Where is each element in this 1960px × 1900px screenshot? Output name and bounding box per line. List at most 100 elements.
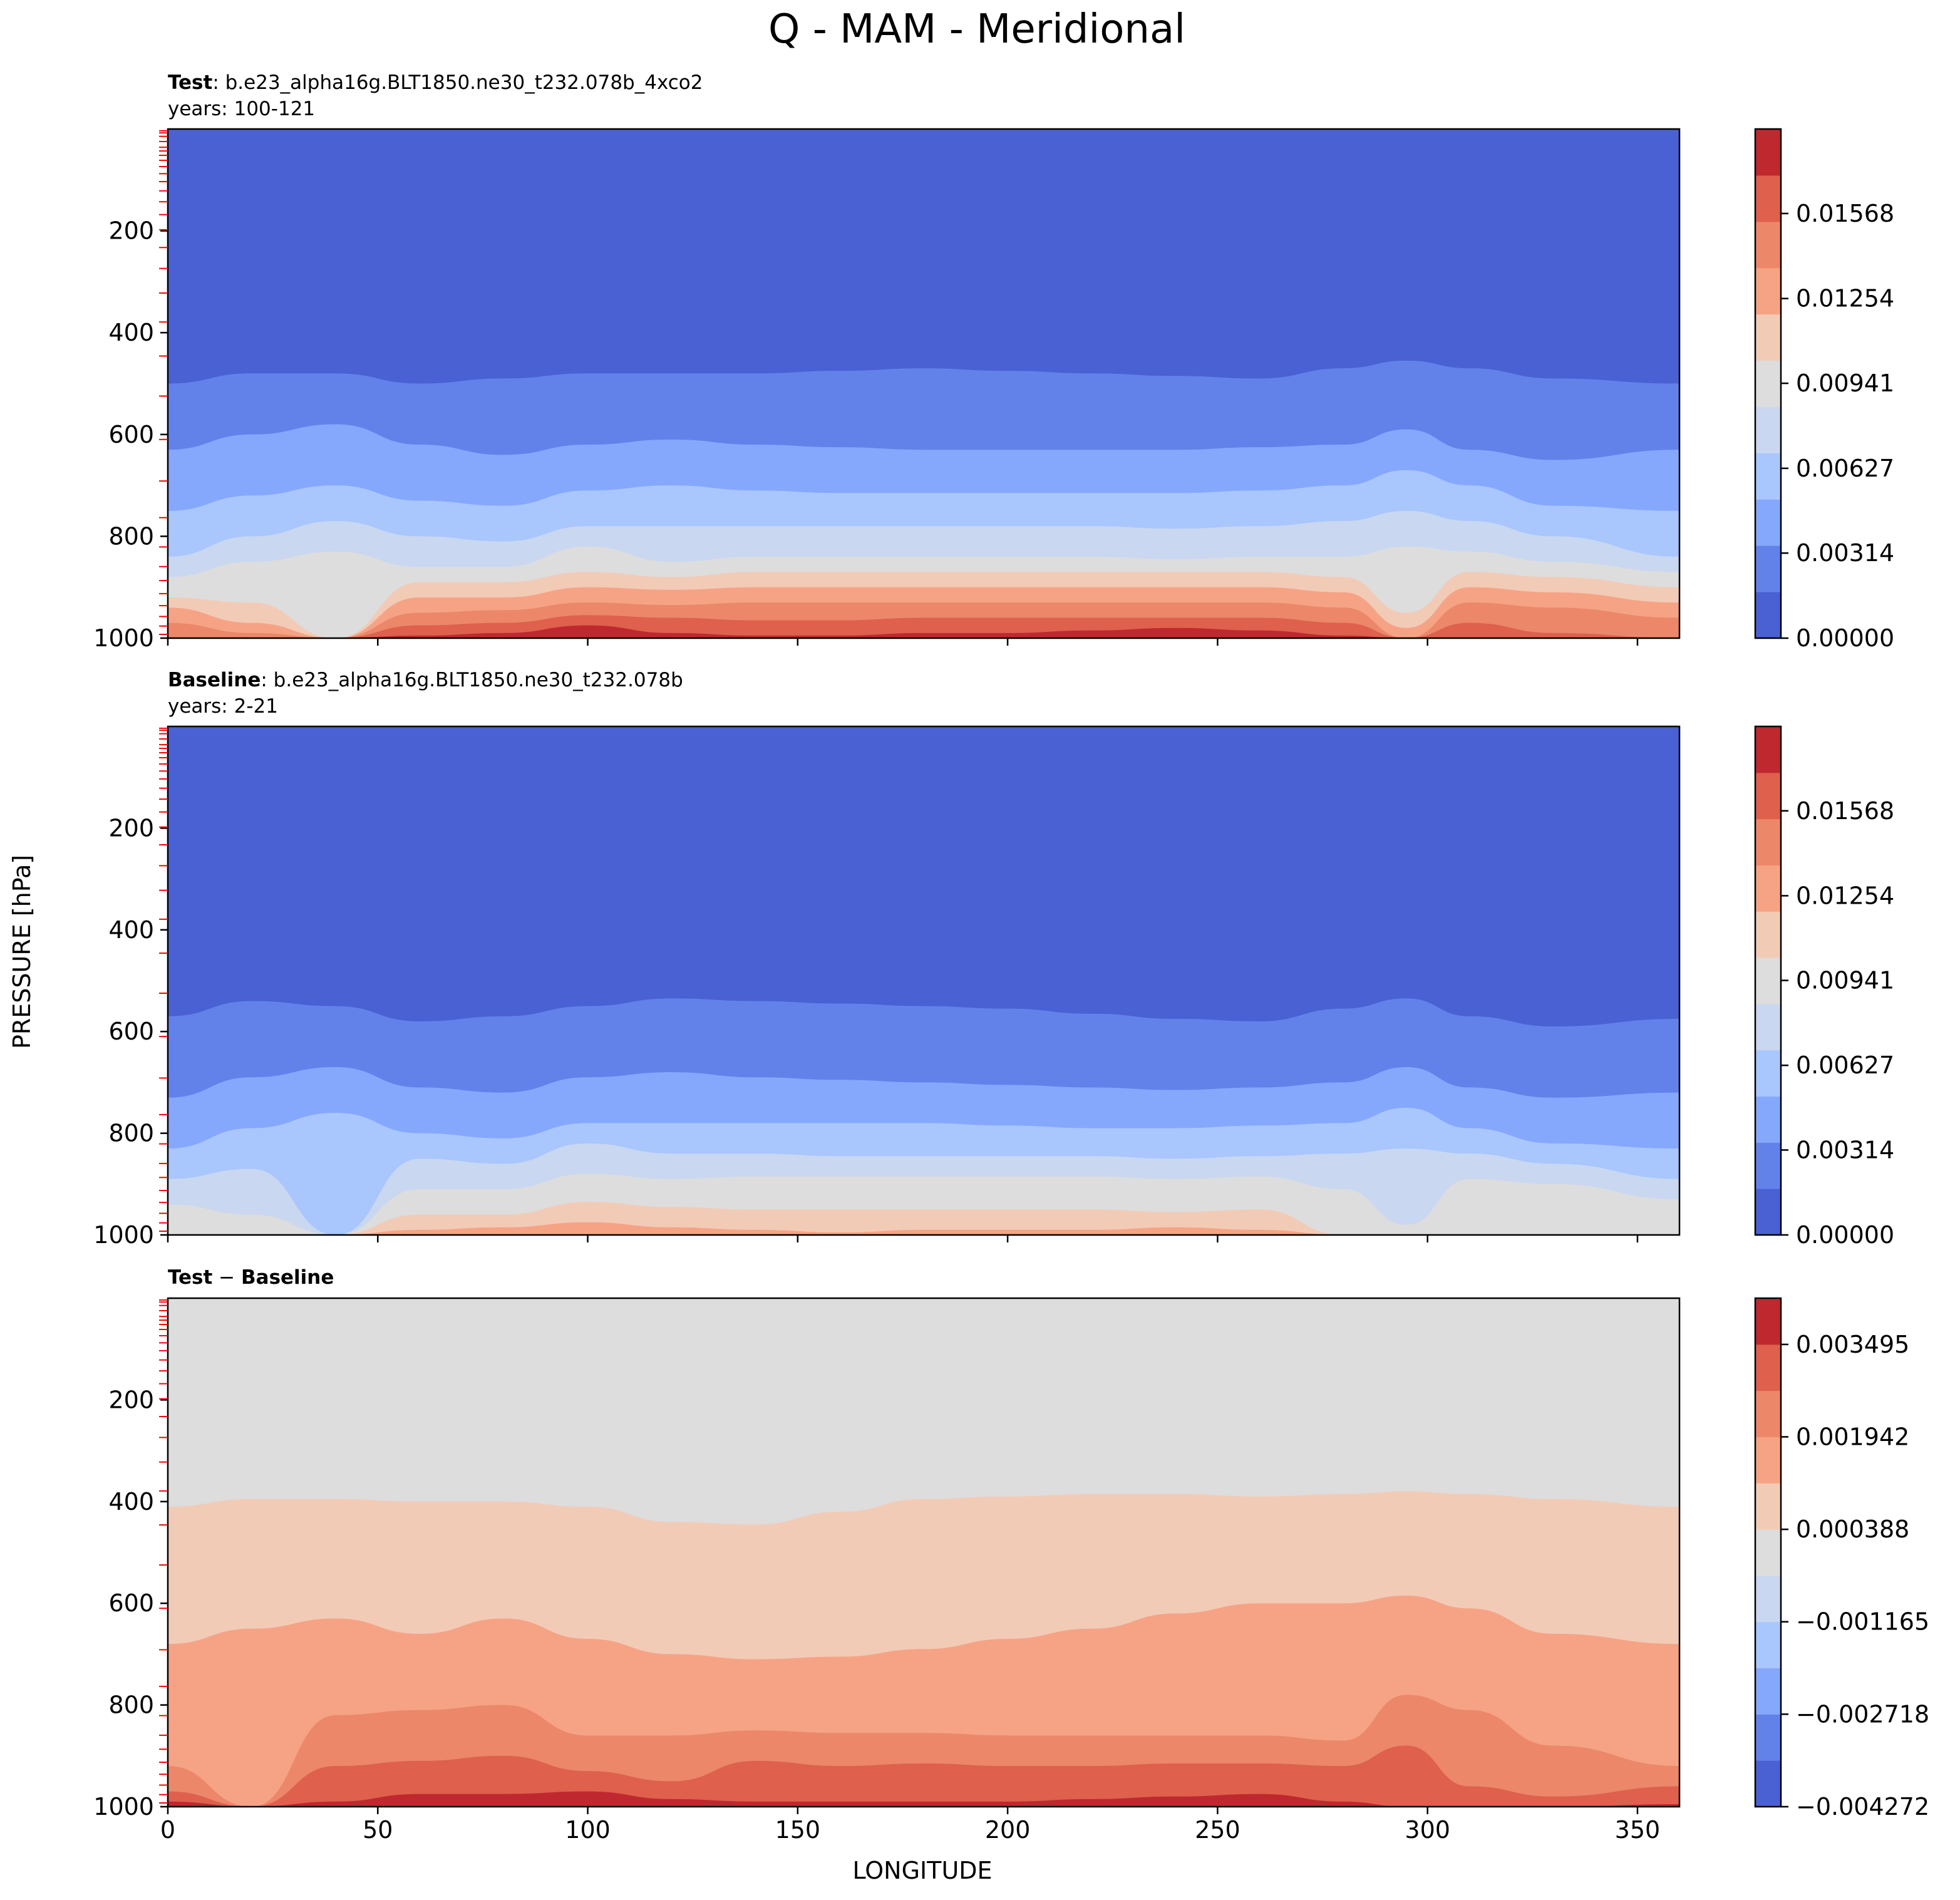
panel-test-colorbar: 0.00000 0.00314 0.00627 0.00941 0.01254 0.015…: [1754, 128, 1894, 652]
y-tick-label: 800: [108, 1691, 154, 1719]
colorbar-tick-label: 0.00000: [1796, 1221, 1894, 1249]
colorbar-segment: [1755, 958, 1781, 1004]
colorbar-segment: [1755, 360, 1781, 407]
y-axis-label: PRESSURE [hPa]: [8, 855, 36, 1049]
colorbar-segment: [1755, 1298, 1781, 1345]
plot-frame: [167, 725, 1681, 1236]
contour-fills: [168, 726, 1679, 1235]
colorbar-frame: [1754, 1297, 1782, 1808]
panel-baseline-years: years: 2-21: [168, 695, 278, 718]
panel-baseline-plot: 200 400 600 800 1000: [93, 725, 1681, 1249]
colorbar-tick-label: 0.00000: [1796, 624, 1894, 652]
colorbar-segment: [1755, 911, 1781, 958]
x-tick-label: 100: [565, 1816, 611, 1844]
colorbar-tick-label: 0.00941: [1796, 967, 1894, 994]
colorbar-segment: [1755, 545, 1781, 592]
colorbar-segment: [1755, 314, 1781, 361]
panel-baseline-title-bold: Baseline: [168, 669, 260, 691]
panel-test: Test: b.e23_alpha16g.BLT1850.ne30_t232.0…: [93, 71, 1894, 652]
colorbar-segment: [1755, 865, 1781, 912]
colorbar-tick-label: −0.002718: [1796, 1700, 1929, 1728]
y-tick-label: 200: [108, 217, 154, 245]
panel-baseline-colorbar: 0.00000 0.00314 0.00627 0.00941 0.01254 0.015…: [1754, 725, 1894, 1249]
colorbar-segment: [1755, 1050, 1781, 1097]
x-tick-label: 300: [1405, 1816, 1450, 1844]
colorbar-segment: [1755, 1390, 1781, 1437]
colorbar-tick-label: −0.001165: [1796, 1608, 1929, 1636]
colorbar-tick-label: 0.000388: [1796, 1515, 1909, 1543]
colorbar-segment: [1755, 1142, 1781, 1189]
y-tick-label: 800: [108, 1120, 154, 1147]
figure-title: Q - MAM - Meridional: [768, 6, 1185, 53]
y-tick-label: 600: [108, 421, 154, 448]
colorbar-segment: [1755, 1575, 1781, 1623]
panel-baseline-title: Baseline: b.e23_alpha16g.BLT1850.ne30_t2…: [168, 669, 683, 691]
colorbar-segment: [1755, 1344, 1781, 1391]
x-axis-label: LONGITUDE: [852, 1857, 992, 1884]
y-tick-label: 400: [108, 1488, 154, 1515]
colorbar-tick-label: 0.00941: [1796, 369, 1894, 397]
colorbar-segment: [1755, 1529, 1781, 1576]
x-tick-label: 50: [363, 1816, 393, 1844]
contour-band-9: [168, 625, 1679, 638]
colorbar-segment: [1755, 1003, 1781, 1051]
panel-difference-title: Test − Baseline: [168, 1266, 334, 1289]
colorbar-segment: [1755, 1621, 1781, 1669]
colorbar-tick-label: 0.00314: [1796, 1136, 1894, 1164]
colorbar-segment: [1755, 1437, 1781, 1484]
contour-band-3: [168, 1745, 1679, 1807]
contour-band-4: [168, 1791, 1679, 1807]
x-tick-label: 350: [1615, 1816, 1661, 1844]
x-tick-label: 200: [985, 1816, 1031, 1844]
panel-difference-title-minus: −: [212, 1266, 241, 1289]
x-tick-label: 0: [160, 1816, 175, 1844]
colorbar-tick-label: 0.01254: [1796, 882, 1894, 909]
y-tick-label: 600: [108, 1018, 154, 1045]
x-tick-label: 250: [1195, 1816, 1240, 1844]
y-tick-label: 800: [108, 522, 154, 550]
panel-test-title-case: : b.e23_alpha16g.BLT1850.ne30_t232.078b_…: [212, 71, 703, 94]
colorbar-tick-label: 0.00627: [1796, 1051, 1894, 1079]
panel-difference-plot: 0 50 100 150 200 250 300 350 200 400 600 800 1000: [93, 1297, 1681, 1844]
y-tick-label: 600: [108, 1589, 154, 1617]
colorbar-tick-label: 0.001942: [1796, 1423, 1909, 1450]
colorbar-segment: [1755, 1096, 1781, 1143]
colorbar-segment: [1755, 453, 1781, 500]
panel-test-title-bold: Test: [168, 71, 213, 94]
colorbar-tick-label: 0.00627: [1796, 455, 1894, 482]
colorbar-segment: [1755, 772, 1781, 820]
colorbar-segment: [1755, 175, 1781, 222]
panel-test-plot: 200 400 600 800 1000: [93, 128, 1681, 652]
panel-test-years: years: 100-121: [168, 98, 315, 120]
contour-fills: [168, 1298, 1679, 1807]
x-tick-label: 150: [775, 1816, 821, 1844]
panel-difference-title-baseline: Baseline: [241, 1266, 334, 1289]
colorbar-segment: [1755, 1760, 1781, 1807]
colorbar-segment: [1755, 1668, 1781, 1715]
colorbar-segment: [1755, 592, 1781, 639]
panel-difference: Test − Baseline 0 50 100 150 200 250 300 350 200…: [93, 1266, 1929, 1844]
y-tick-label: 400: [108, 319, 154, 346]
plot-frame: [167, 128, 1681, 639]
colorbar-segment: [1755, 1714, 1781, 1761]
y-tick-label: 1000: [93, 1221, 154, 1249]
colorbar-segment: [1755, 818, 1781, 865]
panel-test-title: Test: b.e23_alpha16g.BLT1850.ne30_t232.0…: [168, 71, 703, 94]
colorbar-tick-label: 0.01568: [1796, 200, 1894, 227]
contour-fills: [168, 129, 1679, 638]
colorbar-tick-label: 0.003495: [1796, 1331, 1909, 1358]
panel-baseline: Baseline: b.e23_alpha16g.BLT1850.ne30_t2…: [93, 669, 1894, 1249]
y-tick-label: 400: [108, 916, 154, 944]
panel-difference-colorbar: −0.004272 −0.002718 −0.001165 0.000388 0.001…: [1754, 1297, 1929, 1820]
y-tick-label: 200: [108, 814, 154, 842]
y-tick-label: 1000: [93, 1793, 154, 1820]
panel-baseline-title-case: : b.e23_alpha16g.BLT1850.ne30_t232.078b: [260, 669, 683, 691]
colorbar-segment: [1755, 499, 1781, 546]
contour-band-6: [168, 1222, 1679, 1235]
colorbar-segment: [1755, 1483, 1781, 1530]
colorbar-segment: [1755, 129, 1781, 176]
colorbar-tick-label: 0.01568: [1796, 797, 1894, 825]
panel-difference-title-test: Test: [168, 1266, 213, 1289]
colorbar-segment: [1755, 267, 1781, 315]
